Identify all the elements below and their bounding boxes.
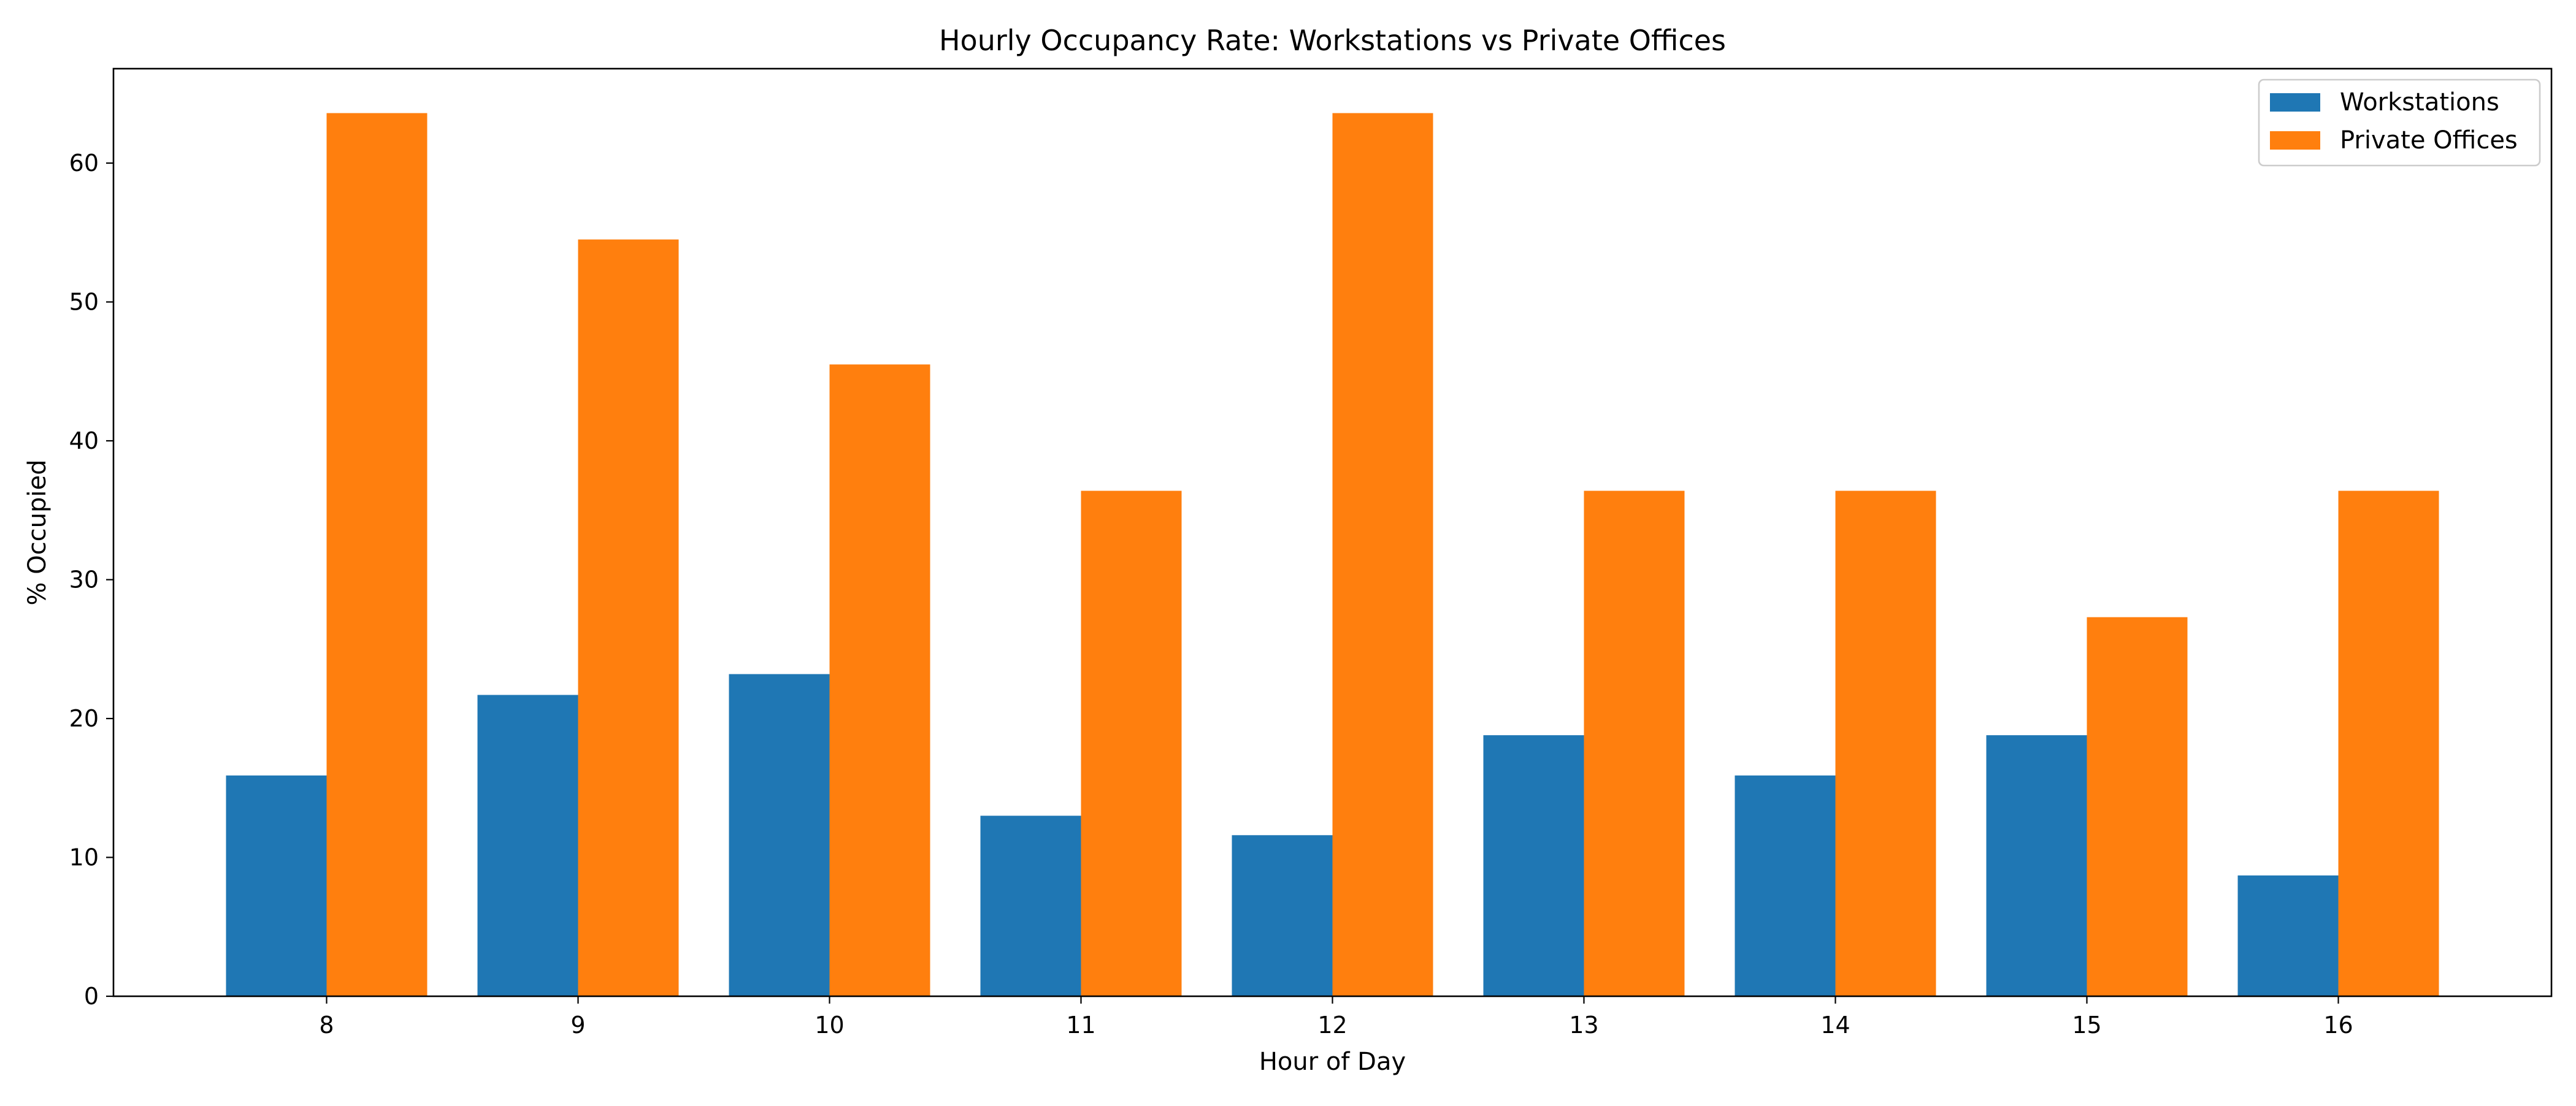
bar-workstations-12 [1232, 835, 1333, 996]
bar-private-offices-15 [2087, 617, 2188, 996]
bar-private-offices-12 [1332, 113, 1433, 997]
plot-frame [112, 67, 2553, 997]
legend-swatch-private-offices [2270, 131, 2320, 150]
bar-workstations-9 [477, 695, 578, 996]
bar-workstations-14 [1735, 775, 1836, 996]
x-tick-label-14: 14 [1820, 1012, 1850, 1039]
legend-box [2258, 78, 2541, 167]
x-tick-label-9: 9 [570, 1012, 585, 1039]
y-axis-label: % Occupied [23, 459, 52, 605]
y-tick-label-20: 20 [69, 705, 99, 732]
x-tick-label-16: 16 [2323, 1012, 2353, 1039]
bar-private-offices-14 [1835, 490, 1936, 996]
x-tick-label-11: 11 [1066, 1012, 1095, 1039]
bar-private-offices-10 [829, 364, 930, 996]
bar-private-offices-11 [1081, 490, 1182, 996]
x-tick-label-12: 12 [1317, 1012, 1347, 1039]
x-tick-label-13: 13 [1569, 1012, 1598, 1039]
bar-private-offices-9 [578, 239, 679, 996]
bar-workstations-13 [1483, 735, 1584, 996]
y-ticks: 0 10 20 30 40 50 60 [69, 150, 113, 1010]
y-tick-label-30: 30 [69, 566, 99, 593]
bar-workstations-16 [2237, 875, 2339, 996]
legend-label-private-offices: Private Offices [2340, 126, 2518, 154]
x-tick-label-8: 8 [319, 1012, 334, 1039]
bar-workstations-8 [226, 775, 327, 996]
x-ticks: 8 9 10 11 12 13 14 15 16 [319, 996, 2353, 1039]
y-tick-label-40: 40 [69, 427, 99, 454]
bar-workstations-15 [1986, 735, 2087, 996]
bar-private-offices-8 [326, 113, 427, 997]
bar-private-offices-16 [2338, 490, 2439, 996]
x-tick-label-10: 10 [815, 1012, 844, 1039]
bars-layer [226, 113, 2439, 997]
y-tick-label-10: 10 [69, 844, 99, 871]
chart-title: Hourly Occupancy Rate: Workstations vs P… [939, 24, 1726, 57]
legend-swatch-workstations [2270, 93, 2320, 112]
legend: Workstations Private Offices [2258, 78, 2541, 167]
y-tick-label-0: 0 [84, 983, 99, 1010]
y-tick-label-50: 50 [69, 289, 99, 316]
bar-workstations-11 [980, 815, 1081, 996]
bar-workstations-10 [729, 674, 830, 996]
x-axis-label: Hour of Day [1259, 1048, 1406, 1076]
legend-label-workstations: Workstations [2340, 88, 2499, 116]
x-tick-label-15: 15 [2072, 1012, 2101, 1039]
bar-private-offices-13 [1584, 490, 1685, 996]
y-tick-label-60: 60 [69, 150, 99, 177]
